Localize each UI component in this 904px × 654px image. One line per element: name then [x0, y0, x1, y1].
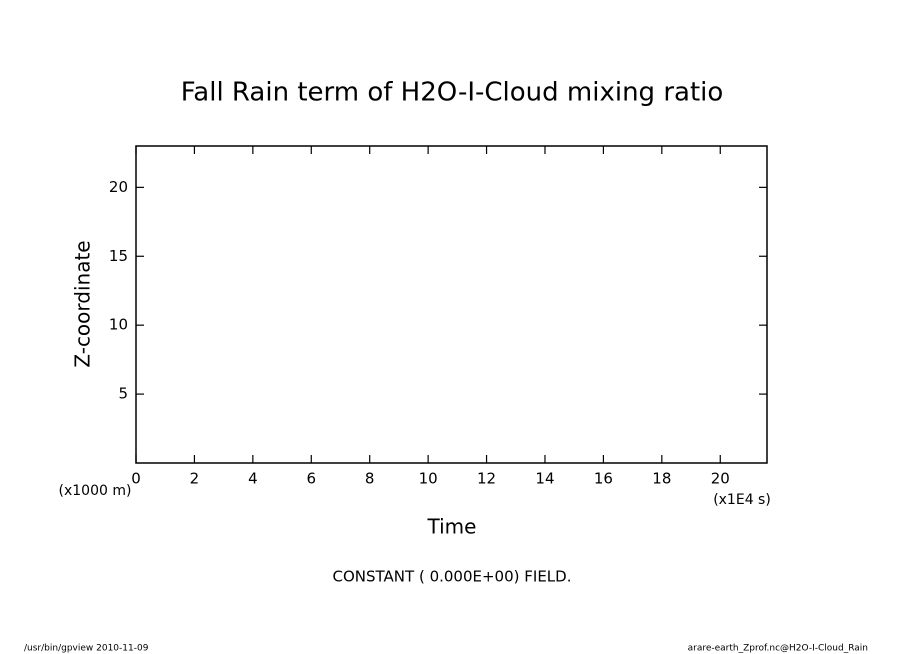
y-tick-label: 20	[109, 178, 128, 196]
x-tick-label: 16	[594, 470, 613, 488]
x-tick-label: 0	[131, 470, 141, 488]
footer-right: arare-earth_Zprof.nc@H2O-I-Cloud_Rain	[688, 644, 868, 654]
chart-title: Fall Rain term of H2O-I-Cloud mixing rat…	[181, 78, 724, 108]
x-unit: (x1E4 s)	[713, 492, 771, 508]
x-tick-label: 20	[711, 470, 730, 488]
y-tick-label: 5	[118, 385, 128, 403]
x-tick-label: 2	[190, 470, 200, 488]
x-tick-label: 10	[419, 470, 438, 488]
note: CONSTANT ( 0.000E+00) FIELD.	[333, 568, 572, 586]
y-tick-label: 15	[109, 247, 128, 265]
y-unit: (x1000 m)	[59, 483, 132, 499]
y-tick-label: 10	[109, 316, 128, 334]
x-tick-label: 8	[365, 470, 375, 488]
x-tick-label: 4	[248, 470, 258, 488]
footer-left: /usr/bin/gpview 2010-11-09	[24, 644, 149, 654]
x-tick-label: 14	[535, 470, 554, 488]
plot-frame	[135, 145, 768, 464]
x-axis-label: Time	[427, 515, 477, 539]
y-axis-label: Z-coordinate	[71, 240, 95, 367]
x-tick-label: 6	[307, 470, 317, 488]
x-tick-label: 12	[477, 470, 496, 488]
x-tick-label: 18	[652, 470, 671, 488]
